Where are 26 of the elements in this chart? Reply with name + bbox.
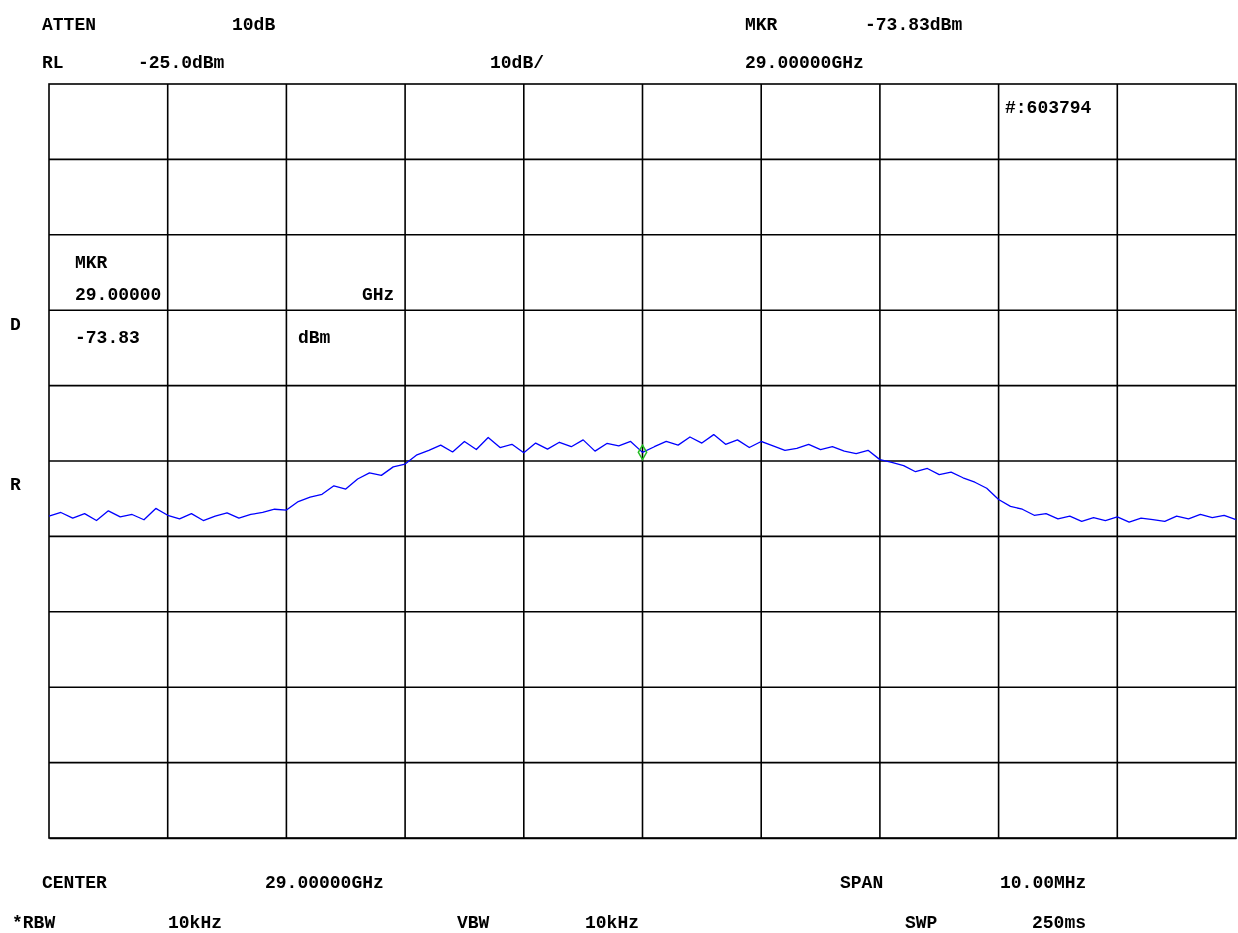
text: 29.00000GHz [745,53,864,73]
text: -73.83 [75,328,140,348]
text: R [10,475,21,495]
text: VBW [457,913,490,933]
text: 29.00000 [75,285,162,305]
text: 29.00000GHz [265,873,384,893]
text: CENTER [42,873,108,893]
text: -73.83dBm [865,15,963,35]
text: 10.00MHz [1000,873,1087,893]
text: GHz [362,285,395,305]
text: SPAN [840,873,884,893]
text: SWP [905,913,938,933]
text: #:603794 [1005,98,1092,118]
text: RL [42,53,64,73]
text: D [10,315,21,335]
text: MKR [75,253,108,273]
text: 250ms [1032,913,1087,933]
text: MKR [745,15,778,35]
text: 10dB/ [490,53,545,73]
text: 10kHz [168,913,223,933]
text: ATTEN [42,15,97,35]
text: 10kHz [585,913,640,933]
text: 10dB [232,15,276,35]
text: dBm [298,328,331,348]
text: -25.0dBm [138,53,225,73]
text: *RBW [12,913,56,933]
